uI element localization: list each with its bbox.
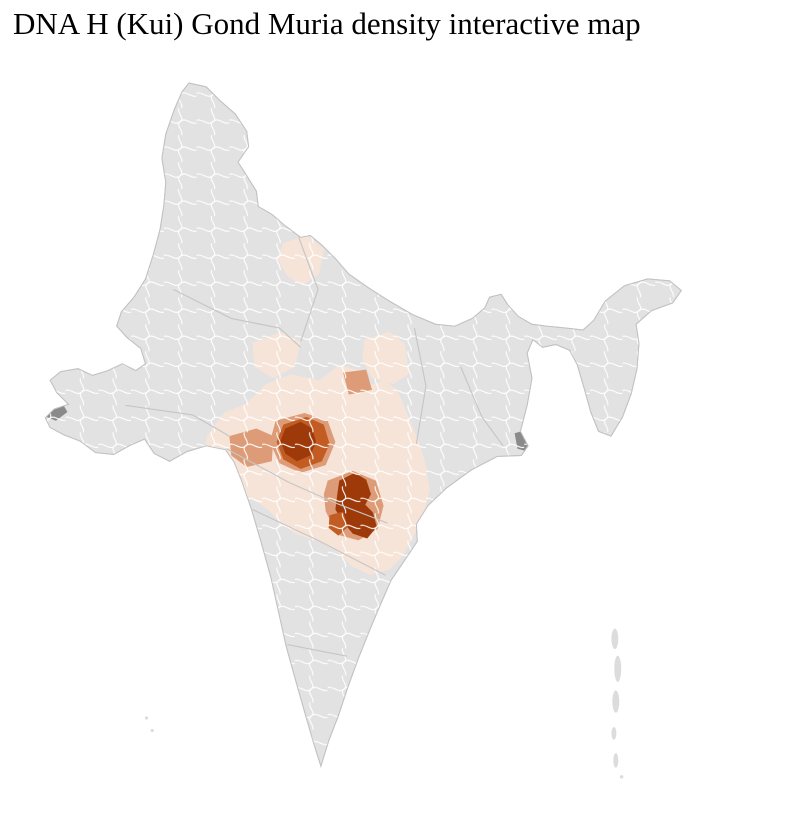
andaman-islands[interactable] (610, 627, 625, 780)
lakshadweep-islands[interactable] (144, 715, 155, 733)
india-outline (44, 82, 683, 768)
page-title: DNA H (Kui) Gond Muria density interacti… (13, 6, 641, 41)
state-boundaries (125, 237, 504, 657)
